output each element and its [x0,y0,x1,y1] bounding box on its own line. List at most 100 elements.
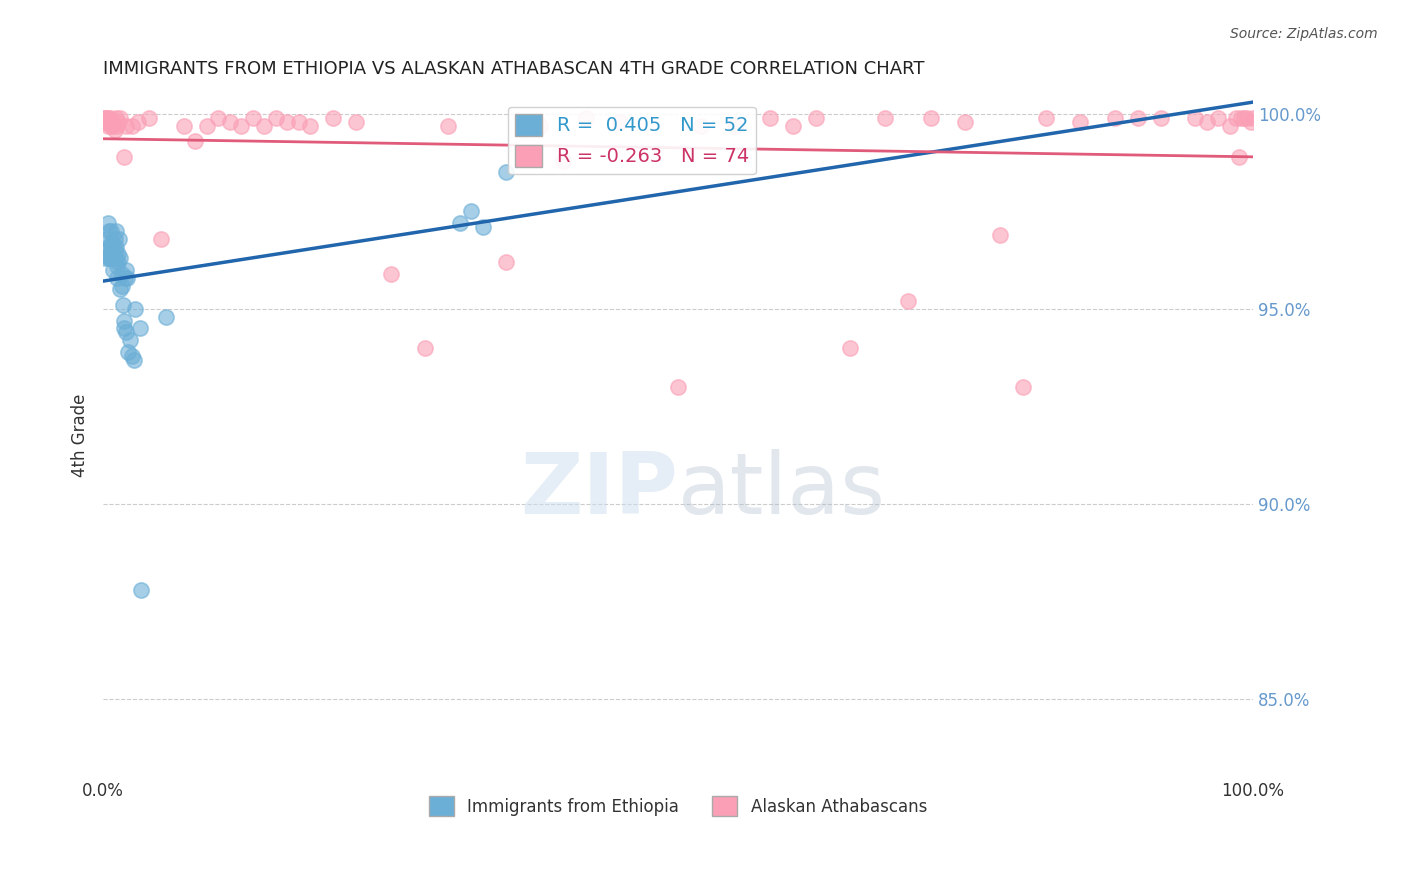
Point [287,114,309,128]
Point [104,244,127,258]
Point [104,111,127,125]
Point [94,251,117,265]
Point [988,227,1011,242]
Point [103,119,125,133]
Point [1241,111,1264,125]
Point [242,111,264,125]
Point [110,251,132,265]
Point [98,111,121,125]
Point [1233,111,1256,125]
Point [495,165,517,179]
Point [253,119,276,133]
Point [609,114,631,128]
Point [873,111,896,125]
Point [107,114,129,128]
Point [93,111,115,125]
Point [551,153,574,168]
Point [100,235,122,250]
Point [96,232,118,246]
Point [460,204,482,219]
Point [96,114,118,128]
Point [97,251,120,265]
Point [104,251,127,265]
Point [96,111,118,125]
Point [1150,111,1173,125]
Point [100,251,122,265]
Legend: Immigrants from Ethiopia, Alaskan Athabascans: Immigrants from Ethiopia, Alaskan Athaba… [422,789,934,823]
Point [110,267,132,281]
Point [1239,114,1261,128]
Point [1104,111,1126,125]
Point [122,352,145,367]
Point [97,224,120,238]
Point [100,119,122,133]
Point [1219,119,1241,133]
Point [101,244,124,258]
Point [495,255,517,269]
Point [104,251,127,265]
Point [115,326,138,340]
Point [299,119,322,133]
Point [115,119,138,133]
Point [115,263,138,277]
Point [100,224,122,238]
Point [101,114,124,128]
Point [121,349,143,363]
Text: ZIP: ZIP [520,449,678,532]
Point [955,114,977,128]
Point [110,282,132,296]
Point [118,333,141,347]
Point [97,111,120,125]
Point [105,119,128,133]
Point [103,235,125,250]
Point [690,119,713,133]
Point [322,111,344,125]
Point [112,150,135,164]
Point [155,310,177,324]
Point [117,270,139,285]
Point [104,232,127,246]
Point [105,259,128,273]
Point [804,111,827,125]
Point [149,232,172,246]
Point [575,111,598,125]
Point [117,344,139,359]
Point [108,232,131,246]
Point [1225,111,1247,125]
Point [782,119,804,133]
Point [229,119,252,133]
Point [1126,111,1149,125]
Point [107,247,129,261]
Point [101,239,124,253]
Point [759,111,782,125]
Point [103,263,125,277]
Point [344,114,367,128]
Point [104,224,127,238]
Point [129,582,152,597]
Point [105,270,128,285]
Point [124,301,146,316]
Point [437,119,460,133]
Point [129,321,152,335]
Point [104,239,127,253]
Point [839,341,862,355]
Point [107,255,129,269]
Point [101,251,124,265]
Point [920,111,942,125]
Point [1012,380,1035,394]
Point [104,122,127,136]
Point [413,341,436,355]
Point [97,114,120,128]
Point [110,278,132,293]
Point [897,294,920,309]
Point [127,114,149,128]
Point [97,244,120,258]
Point [98,251,121,265]
Point [97,216,120,230]
Point [1069,114,1091,128]
Point [207,111,229,125]
Point [1236,111,1258,125]
Point [380,267,402,281]
Point [1227,150,1250,164]
Point [114,270,136,285]
